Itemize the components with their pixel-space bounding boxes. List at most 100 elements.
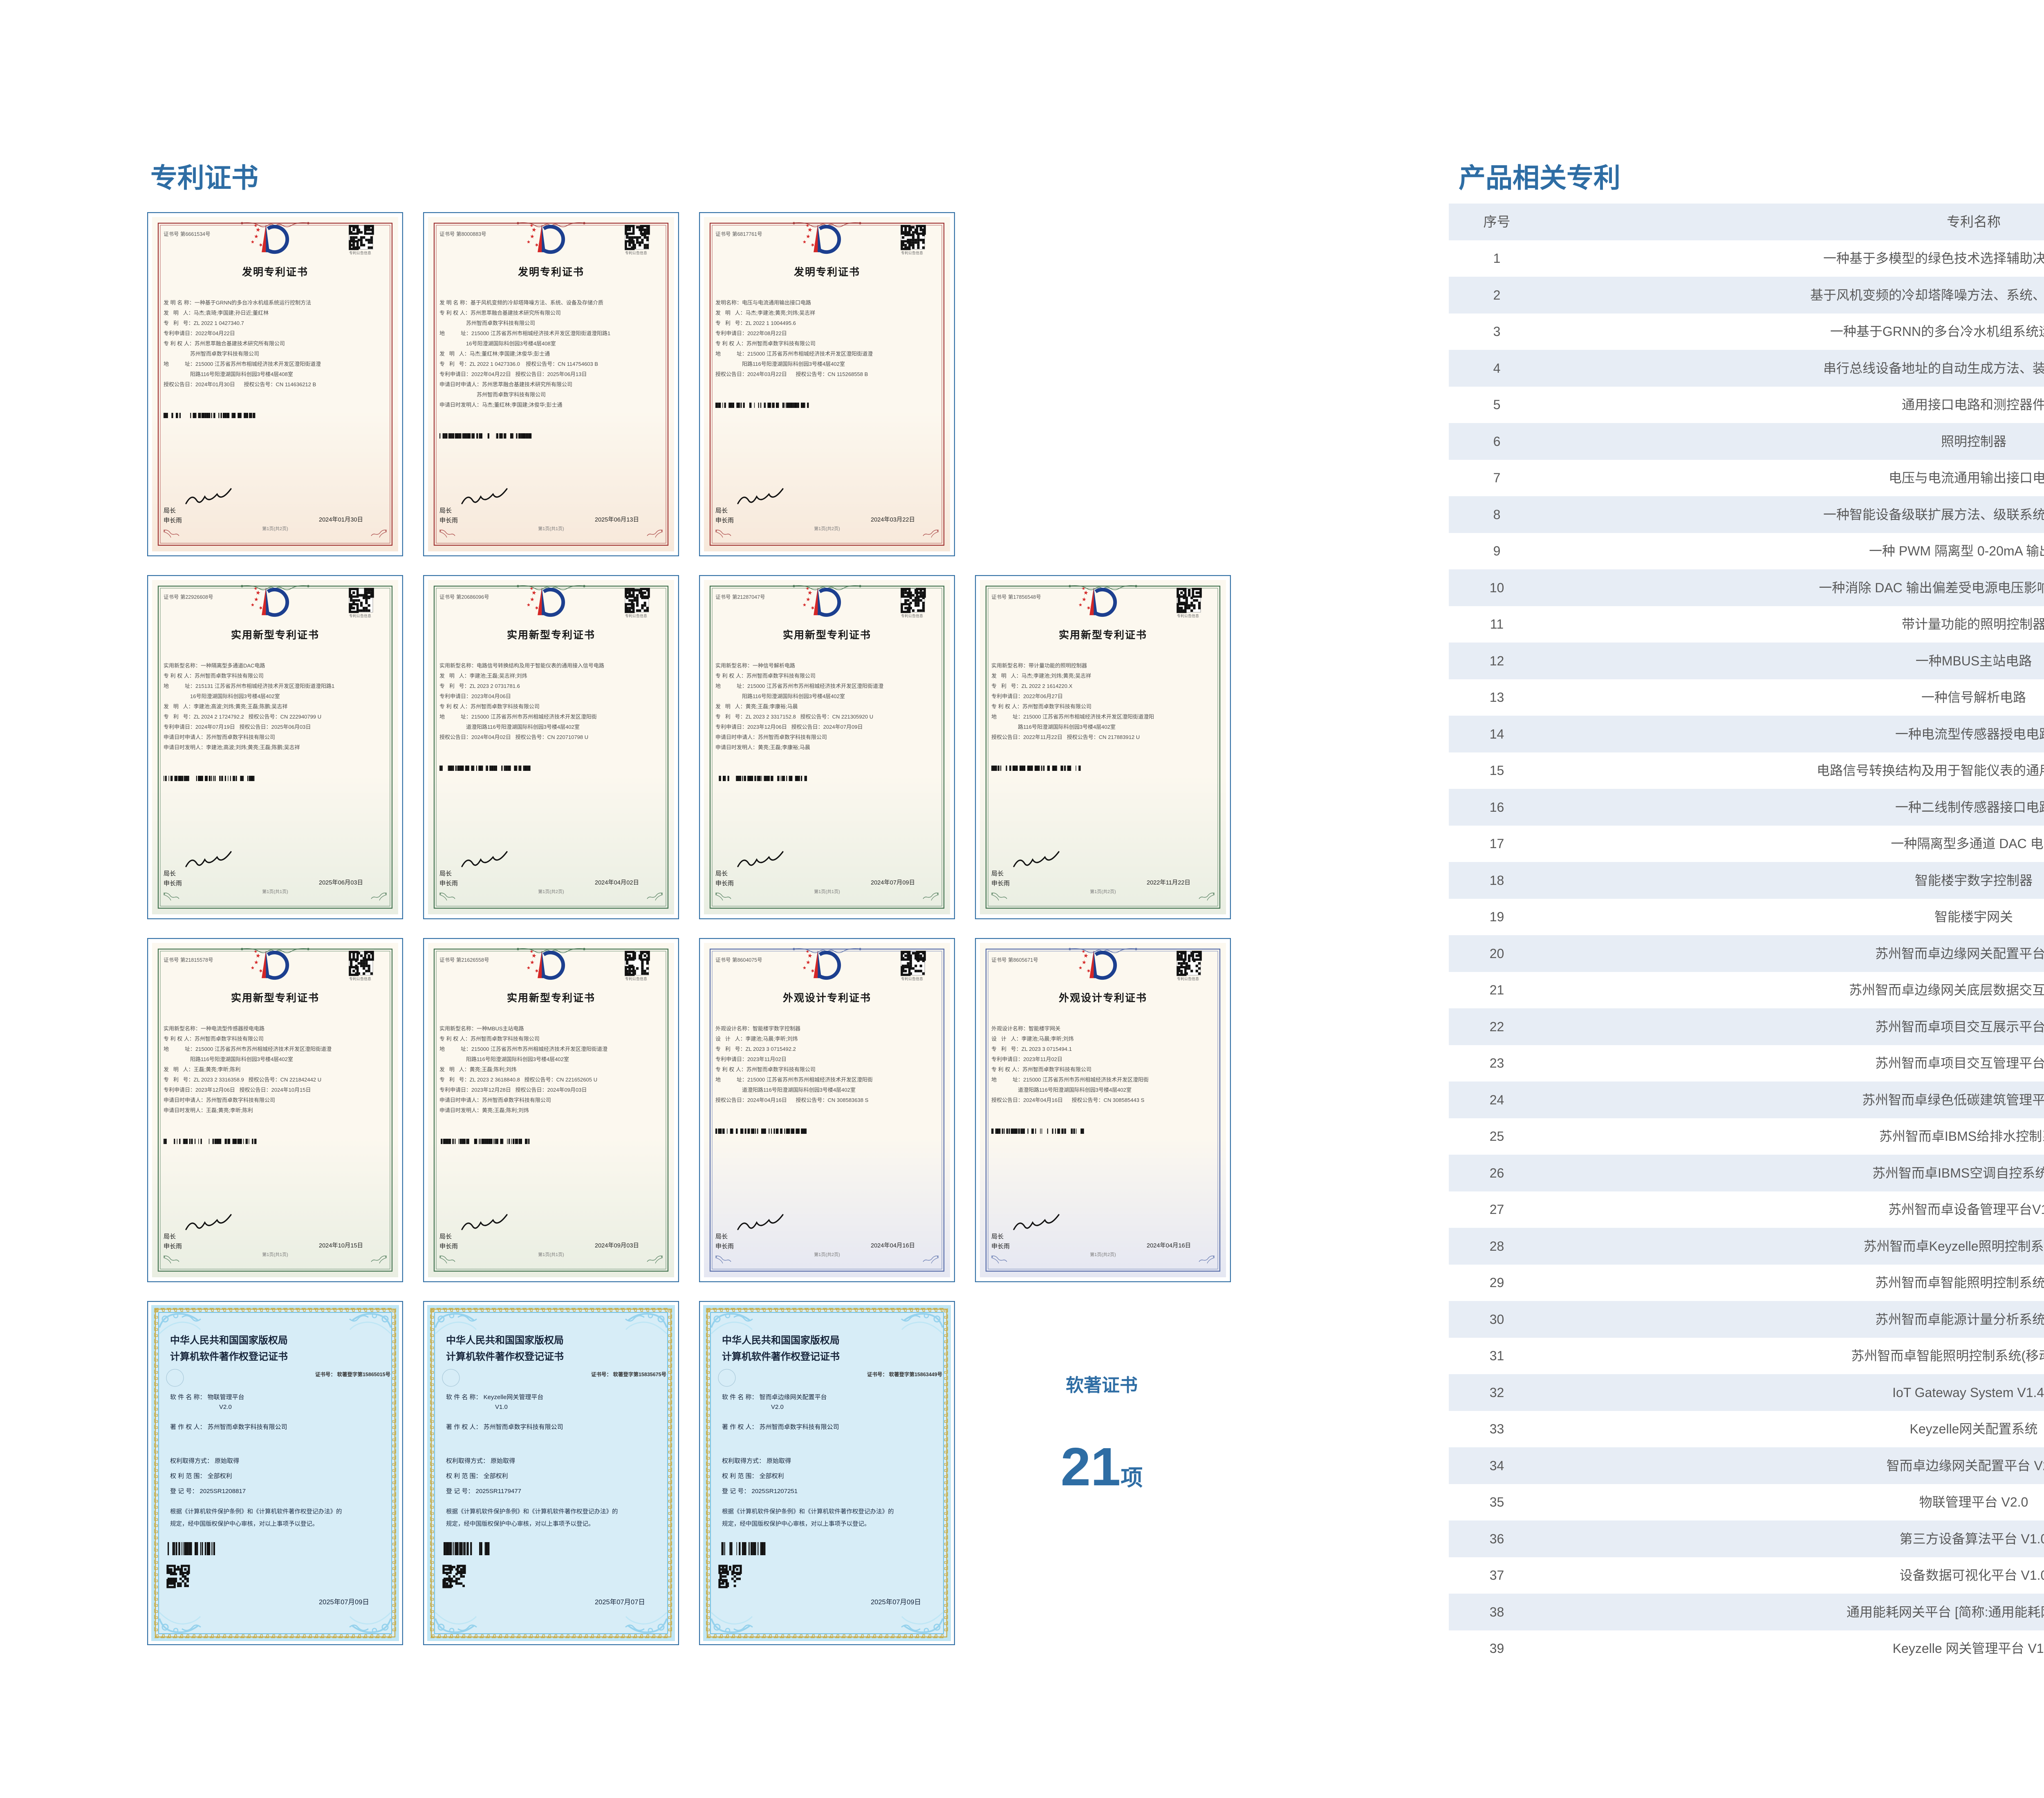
svg-text:申长雨: 申长雨 [164, 1243, 182, 1250]
svg-text:专利申请日：2023年11月02日: 专利申请日：2023年11月02日 [715, 1056, 787, 1062]
svg-text:授权公告日：2024年03月22日 授权公告号：C: 授权公告日：2024年03月22日 授权公告号：CN 115268558 B [715, 371, 868, 377]
svg-text:实用新型名称：电路信号转换结构及用于智能仪表的通用接入信号电: 实用新型名称：电路信号转换结构及用于智能仪表的通用接入信号电路 [439, 663, 604, 669]
svg-text:规定，经中国版权保护中心审核，对以上事项予以登记。: 规定，经中国版权保护中心审核，对以上事项予以登记。 [446, 1520, 594, 1527]
svg-text:授权公告日：2024年01月30日 授权公告号：C: 授权公告日：2024年01月30日 授权公告号：CN 114636212 B [164, 381, 316, 387]
svg-text:申请日时发明人：王磊;黄亮;李昕;陈利: 申请日时发明人：王磊;黄亮;李昕;陈利 [164, 1107, 253, 1113]
svg-text:专 利 权 人：苏州智而卓数字科技有限公司: 专 利 权 人：苏州智而卓数字科技有限公司 [715, 1066, 816, 1073]
svg-text:专 利 号：ZL 2022 2 1614220.X: 专 利 号：ZL 2022 2 1614220.X [991, 683, 1073, 689]
svg-text:2024年09月03日: 2024年09月03日 [595, 1242, 639, 1249]
svg-text:计算机软件著作权登记证书: 计算机软件著作权登记证书 [722, 1351, 840, 1362]
svg-text:2024年01月30日: 2024年01月30日 [319, 516, 363, 523]
svg-text:苏州智而卓数字科技有限公司: 苏州智而卓数字科技有限公司 [439, 392, 546, 398]
svg-text:第1页(共2页): 第1页(共2页) [1090, 1252, 1116, 1257]
svg-text:证书号： 软著登字第15863449号: 证书号： 软著登字第15863449号 [867, 1371, 942, 1377]
svg-text:道澄阳路116号阳澄湖国际科创园3号楼4层402室: 道澄阳路116号阳澄湖国际科创园3号楼4层402室 [715, 1087, 856, 1093]
svg-text:局长: 局长 [164, 507, 176, 514]
svg-text:局长: 局长 [439, 870, 452, 877]
svg-text:局长: 局长 [715, 1233, 728, 1240]
svg-text:申长雨: 申长雨 [991, 880, 1010, 887]
svg-text:根据《计算机软件保护条例》和《计算机软件著作权登记办法》的: 根据《计算机软件保护条例》和《计算机软件著作权登记办法》的 [722, 1508, 894, 1515]
svg-text:发 明 名 称：基于风机变频的冷却塔降噪方法、系统、设备及存: 发 明 名 称：基于风机变频的冷却塔降噪方法、系统、设备及存储介质 [439, 300, 603, 306]
svg-text:证书号 第17856548号: 证书号 第17856548号 [991, 594, 1041, 600]
svg-text:申长雨: 申长雨 [439, 517, 458, 524]
svg-text:V1.0: V1.0 [495, 1404, 508, 1411]
svg-text:第1页(共2页): 第1页(共2页) [1090, 889, 1116, 894]
svg-text:证书号 第22926608号: 证书号 第22926608号 [164, 594, 213, 600]
svg-text:2024年04月16日: 2024年04月16日 [871, 1242, 915, 1249]
svg-text:专 利 号：ZL 2023 2 0731781.6: 专 利 号：ZL 2023 2 0731781.6 [439, 683, 520, 689]
svg-text:外观设计名称：智能楼宇网关: 外观设计名称：智能楼宇网关 [991, 1026, 1060, 1032]
svg-text:2025年07月09日: 2025年07月09日 [871, 1598, 921, 1606]
svg-text:专 利 权 人：苏州智而卓数字科技有限公司: 专 利 权 人：苏州智而卓数字科技有限公司 [991, 1066, 1091, 1073]
svg-text:中华人民共和国国家版权局: 中华人民共和国国家版权局 [722, 1335, 840, 1346]
svg-text:发明专利证书: 发明专利证书 [242, 266, 308, 278]
svg-text:著 作 权 人： 苏州智而卓数字科技有限公司: 著 作 权 人： 苏州智而卓数字科技有限公司 [170, 1423, 287, 1431]
svg-text:专 利 权 人：苏州智而卓数字科技有限公司: 专 利 权 人：苏州智而卓数字科技有限公司 [439, 1036, 540, 1042]
svg-text:权利取得方式： 原始取得: 权利取得方式： 原始取得 [170, 1458, 239, 1464]
svg-text:地 址：215000 江苏省苏州市苏州相城经济技术开发区: 地 址：215000 江苏省苏州市苏州相城经济技术开发区澄阳街道澄 [715, 683, 883, 689]
svg-text:阳路116号阳澄湖国际科创园3号楼4层402室: 阳路116号阳澄湖国际科创园3号楼4层402室 [439, 1056, 569, 1062]
svg-text:申请日时申请人：苏州智而卓数字科技有限公司: 申请日时申请人：苏州智而卓数字科技有限公司 [164, 1097, 275, 1103]
svg-text:专 利 号：ZL 2022 1 0427336.0: 专 利 号：ZL 2022 1 0427336.0 授权公告号：CN 11475… [439, 361, 598, 367]
svg-text:实用新型专利证书: 实用新型专利证书 [231, 992, 319, 1004]
svg-text:证书号 第8604075号: 证书号 第8604075号 [715, 957, 762, 963]
svg-text:软 件 名 称： 智而卓边缘网关配置平台: 软 件 名 称： 智而卓边缘网关配置平台 [722, 1393, 827, 1401]
svg-text:申请日时发明人：黄亮;王磊;陈利;刘炜: 申请日时发明人：黄亮;王磊;陈利;刘炜 [439, 1107, 529, 1113]
svg-text:第1页(共1页): 第1页(共1页) [538, 526, 564, 531]
svg-text:2025年06月03日: 2025年06月03日 [319, 879, 363, 886]
svg-text:实用新型名称：一种隔离型多通道DAC电路: 实用新型名称：一种隔离型多通道DAC电路 [164, 663, 265, 669]
svg-text:地 址：215000 江苏省苏州市苏州相城经济技术开发区: 地 址：215000 江苏省苏州市苏州相城经济技术开发区澄阳街 [439, 714, 597, 720]
svg-text:第1页(共2页): 第1页(共2页) [814, 526, 840, 531]
svg-text:16号阳澄湖国际科创园3号楼4层408室: 16号阳澄湖国际科创园3号楼4层408室 [439, 340, 556, 347]
svg-text:专 利 号：ZL 2022 1 0427340.7: 专 利 号：ZL 2022 1 0427340.7 [164, 320, 244, 326]
svg-text:申长雨: 申长雨 [715, 517, 734, 524]
svg-text:地 址：215000 江苏省苏州市苏州相城经济技术开发区: 地 址：215000 江苏省苏州市苏州相城经济技术开发区澄阳街 [991, 1077, 1149, 1083]
svg-text:权 利 范 围： 全部权利: 权 利 范 围： 全部权利 [722, 1472, 784, 1480]
svg-text:专利申请日：2022年04月22日: 专利申请日：2022年04月22日 [164, 330, 235, 336]
svg-text:专 利 权 人：苏州智而卓数字科技有限公司: 专 利 权 人：苏州智而卓数字科技有限公司 [715, 673, 816, 679]
svg-text:专利申请日：2023年12月28日 授权公告日：2024: 专利申请日：2023年12月28日 授权公告日：2024年09月03日 [439, 1087, 587, 1093]
svg-text:证书号： 软著登字第15835675号: 证书号： 软著登字第15835675号 [591, 1371, 666, 1377]
svg-text:局长: 局长 [439, 507, 452, 514]
svg-text:权 利 范 围： 全部权利: 权 利 范 围： 全部权利 [446, 1472, 508, 1480]
svg-text:专 利 权 人：苏州智而卓数字科技有限公司: 专 利 权 人：苏州智而卓数字科技有限公司 [164, 673, 264, 679]
svg-text:中华人民共和国国家版权局: 中华人民共和国国家版权局 [446, 1335, 564, 1346]
svg-text:著 作 权 人： 苏州智而卓数字科技有限公司: 著 作 权 人： 苏州智而卓数字科技有限公司 [722, 1423, 839, 1431]
svg-text:申请日时发明人：马杰;董红林;李国建;沐俊华;彭士通: 申请日时发明人：马杰;董红林;李国建;沐俊华;彭士通 [439, 402, 562, 408]
svg-text:专 利 号：ZL 2023 2 3317152.8: 专 利 号：ZL 2023 2 3317152.8 授权公告号：CN 22130… [715, 714, 873, 720]
svg-text:地 址：215000 江苏省苏州市苏州相城经济技术开发区: 地 址：215000 江苏省苏州市苏州相城经济技术开发区澄阳街道澄 [164, 1046, 332, 1052]
svg-text:授权公告日：2024年04月16日 授权公告号：C: 授权公告日：2024年04月16日 授权公告号：CN 308585443 S [991, 1097, 1145, 1103]
svg-text:道澄阳路116号阳澄湖国际科创园3号楼4层402室: 道澄阳路116号阳澄湖国际科创园3号楼4层402室 [439, 724, 580, 730]
svg-text:授权公告日：2024年04月02日 授权公告号：CN 2: 授权公告日：2024年04月02日 授权公告号：CN 220710798 U [439, 734, 588, 740]
svg-text:2025年07月09日: 2025年07月09日 [319, 1598, 369, 1606]
svg-text:2024年10月15日: 2024年10月15日 [319, 1242, 363, 1249]
svg-text:设 计 人：李建池;马晨;李昕;刘炜: 设 计 人：李建池;马晨;李昕;刘炜 [715, 1036, 798, 1042]
svg-text:专 利 权 人：苏州思萃融合基建技术研究所有限公司: 专 利 权 人：苏州思萃融合基建技术研究所有限公司 [164, 340, 285, 347]
svg-text:发 明 人：马杰;董红林;李国建;沐俊华;彭士通: 发 明 人：马杰;董红林;李国建;沐俊华;彭士通 [439, 351, 550, 357]
svg-text:规定，经中国版权保护中心审核，对以上事项予以登记。: 规定，经中国版权保护中心审核，对以上事项予以登记。 [170, 1520, 318, 1527]
svg-text:授权公告日：2022年11月22日 授权公告号：CN 2: 授权公告日：2022年11月22日 授权公告号：CN 217883912 U [991, 734, 1140, 740]
svg-text:地 址：215131 江苏省苏州市相城经济技术开发区澄阳: 地 址：215131 江苏省苏州市相城经济技术开发区澄阳街道澄阳路1 [164, 683, 334, 689]
svg-text:证书号 第21626558号: 证书号 第21626558号 [439, 957, 489, 963]
svg-text:登 记 号： 2025SR1207251: 登 记 号： 2025SR1207251 [722, 1488, 798, 1495]
svg-text:专 利 权 人：苏州智而卓数字科技有限公司: 专 利 权 人：苏州智而卓数字科技有限公司 [164, 1036, 264, 1042]
svg-text:第1页(共1页): 第1页(共1页) [262, 889, 288, 894]
svg-text:实用新型专利证书: 实用新型专利证书 [1059, 629, 1147, 641]
svg-text:专利公告信息: 专利公告信息 [1177, 976, 1199, 981]
svg-text:专利申请日：2023年11月02日: 专利申请日：2023年11月02日 [991, 1056, 1062, 1062]
svg-text:软 件 名 称： Keyzelle网关管理平台: 软 件 名 称： Keyzelle网关管理平台 [446, 1394, 543, 1401]
svg-text:实用新型专利证书: 实用新型专利证书 [507, 992, 595, 1004]
svg-text:申请日时申请人：苏州思萃融合基建技术研究所有限公司: 申请日时申请人：苏州思萃融合基建技术研究所有限公司 [439, 381, 572, 387]
svg-text:计算机软件著作权登记证书: 计算机软件著作权登记证书 [170, 1351, 288, 1362]
svg-text:专利申请日：2023年12月06日 授权公告日：2024: 专利申请日：2023年12月06日 授权公告日：2024年10月15日 [164, 1087, 311, 1093]
svg-text:2025年06月13日: 2025年06月13日 [595, 516, 639, 523]
svg-text:专利公告信息: 专利公告信息 [625, 976, 647, 981]
svg-text:申请日时申请人：苏州智而卓数字科技有限公司: 申请日时申请人：苏州智而卓数字科技有限公司 [164, 734, 275, 740]
svg-text:专利申请日：2022年04月22日 授权公告日：2025: 专利申请日：2022年04月22日 授权公告日：2025年06月13日 [439, 371, 587, 377]
svg-text:根据《计算机软件保护条例》和《计算机软件著作权登记办法》的: 根据《计算机软件保护条例》和《计算机软件著作权登记办法》的 [446, 1508, 618, 1515]
svg-text:V2.0: V2.0 [219, 1404, 232, 1411]
svg-text:设 计 人：李建池;马晨;李昕;刘炜: 设 计 人：李建池;马晨;李昕;刘炜 [991, 1036, 1074, 1042]
svg-text:实用新型专利证书: 实用新型专利证书 [783, 629, 871, 641]
svg-text:专利申请日：2022年08月22日: 专利申请日：2022年08月22日 [715, 330, 787, 336]
svg-text:证书号 第21815578号: 证书号 第21815578号 [164, 957, 213, 963]
